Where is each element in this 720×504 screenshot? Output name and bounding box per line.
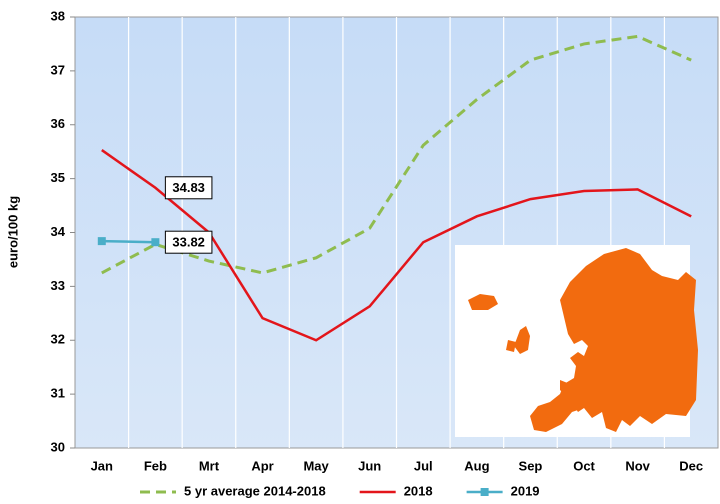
series-line	[101, 149, 692, 342]
legend-label: 5 yr average 2014-2018	[184, 483, 326, 498]
data-label-text: 34.83	[172, 180, 205, 195]
y-tick-label: 35	[51, 170, 65, 185]
x-tick-label: Jul	[414, 458, 433, 473]
series-line	[101, 239, 156, 244]
point-marker	[151, 238, 160, 247]
x-tick-label: Dec	[679, 458, 703, 473]
y-tick-label: 37	[51, 62, 65, 77]
x-tick-label: Feb	[144, 458, 167, 473]
y-tick-label: 36	[51, 116, 65, 131]
y-tick-label: 30	[51, 439, 65, 454]
series-line	[101, 34, 692, 275]
x-tick-label: Aug	[464, 458, 489, 473]
x-tick-label: Sep	[519, 458, 543, 473]
y-tick-label: 31	[51, 386, 65, 401]
x-tick-label: Apr	[251, 458, 273, 473]
x-tick-label: Nov	[625, 458, 650, 473]
data-label-box	[164, 230, 213, 254]
data-label-text: 33.82	[172, 235, 205, 250]
legend-marker	[480, 488, 489, 496]
point-marker	[97, 237, 106, 246]
map-inset	[455, 245, 698, 437]
x-tick-label: Jun	[358, 458, 381, 473]
x-tick-label: Jan	[91, 458, 113, 473]
legend-label: 2019	[511, 483, 540, 498]
data-label-box	[164, 176, 213, 200]
y-axis-label: euro/100 kg	[5, 196, 20, 268]
x-tick-label: Oct	[573, 458, 595, 473]
y-tick-label: 38	[51, 8, 65, 23]
legend-label: 2018	[404, 483, 433, 498]
data-label: 34.83	[164, 176, 213, 200]
y-tick-label: 33	[51, 278, 65, 293]
y-tick-label: 34	[51, 224, 66, 239]
y-tick-label: 32	[51, 332, 65, 347]
x-tick-label: May	[303, 458, 329, 473]
x-tick-label: Mrt	[199, 458, 220, 473]
data-label: 33.82	[164, 230, 213, 254]
